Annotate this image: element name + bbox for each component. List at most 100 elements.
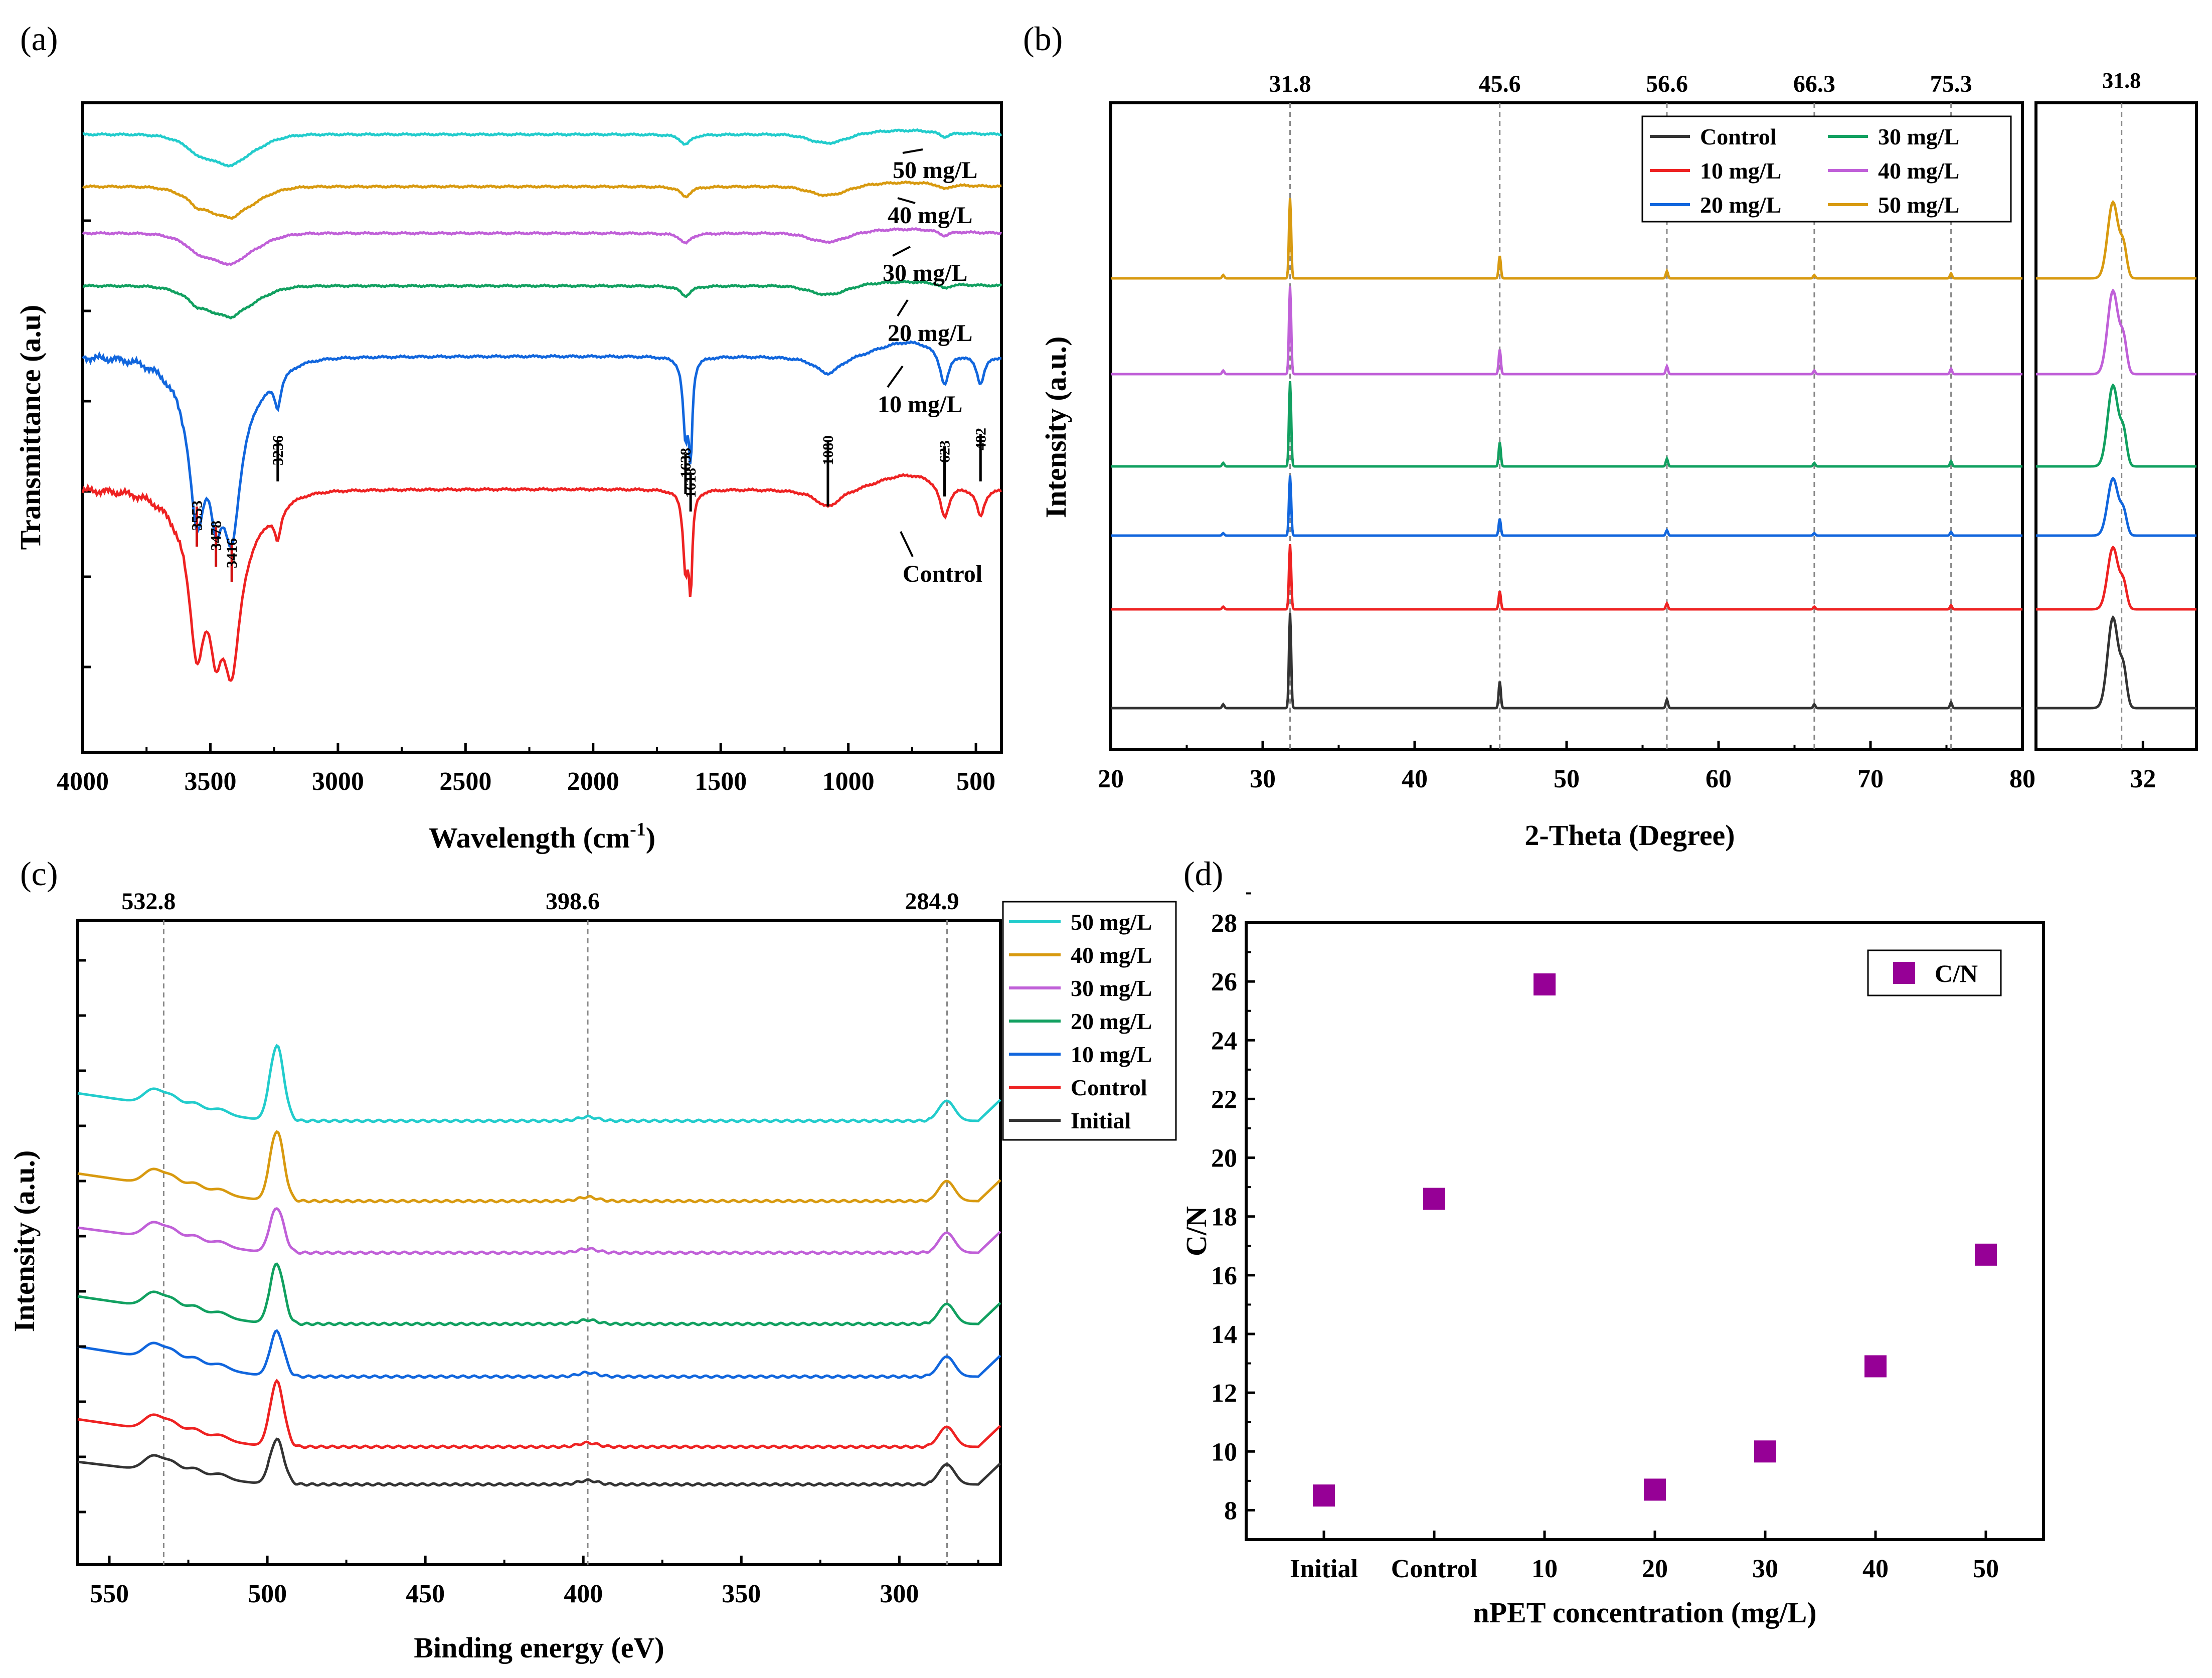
panel-a-peak-label: 3553 [189,500,205,531]
panel-c-x-ticks: 550 500 450 400 350 300 [78,959,979,1608]
panel-b-peak-label: 31.8 [1269,71,1311,97]
panel-a-series-arrow [900,531,914,557]
panel-c-peak-label: 532.8 [121,888,176,915]
panel-a-peak-label: 3478 [208,521,225,551]
panel-a-series-label: 50 mg/L [893,157,977,184]
panel-c-legend-label: 10 mg/L [1071,1042,1152,1067]
panel-c-peak-guides: 532.8 398.6 284.9 [121,888,959,1565]
panel-b-spectra [1111,198,2196,710]
panel-a-series-arrow [897,299,909,317]
panel-a-x-tick-label: 1500 [695,767,747,796]
panel-a-frame [81,101,1003,754]
panel-b-spectrum [1111,475,2022,537]
panel-a-series-label: 40 mg/L [888,202,972,229]
panel-c-x-tick-label: 500 [248,1580,287,1608]
panel-b-inset-spectrum [2036,200,2196,280]
panel-d-y-tick-label: 24 [1211,1027,1237,1055]
panel-a-series-arrow [897,197,916,204]
panel-c-spectrum [77,1379,1001,1449]
panel-a-series-arrow [887,365,904,388]
panel-b-spectrum [1111,198,2022,280]
panel-c-frame [76,919,1002,1566]
panel-b-peak-label: 66.3 [1793,71,1835,97]
panel-d-x-tick-label: Control [1391,1555,1477,1583]
panel-a-peak-label: 1618 [683,468,699,498]
panel-b-legend-label: 10 mg/L [1700,158,1781,184]
panel-b-x-tick-label: 20 [1098,765,1124,793]
panel-d-y-tick-label: 16 [1211,1262,1237,1290]
panel-a-spectra [81,128,1002,682]
panel-b-inset-peak-label: 31.8 [2102,68,2141,93]
panel-a-series-label: 20 mg/L [888,320,972,347]
panel-a-spectrum-50mgL [82,128,1002,168]
panel-b-legend-label: 40 mg/L [1878,158,1959,184]
panel-d-y-tick-label: 10 [1211,1438,1237,1466]
panel-d-x-tick-label: Initial [1290,1555,1358,1583]
panel-a-series-arrow [902,148,923,154]
panel-b-inset-x-tick-label: 32 [2130,765,2156,793]
panel-a-x-tick-label: 4000 [57,767,109,796]
panel-b: 31.8 45.6 56.6 66.3 75.3 31.8 20 30 40 50 60 70 80 3… [1040,68,2198,852]
panel-c-x-label: Binding energy (eV) [414,1631,664,1664]
panel-c-legend-label: 40 mg/L [1071,942,1152,968]
panel-a-annotations: Control 10 mg/L 20 mg/L 30 mg/L 40 mg/L 50 mg… [189,148,989,587]
panel-d-x-ticks: Initial Control 10 20 30 40 50 [1290,1531,1999,1583]
panel-b-y-label: Intensity (a.u.) [1040,337,1072,519]
panel-a-peak-label: 482 [972,428,989,450]
panel-a-x-label: Wavelength (cm-1) [429,819,655,854]
panel-c-spectrum [77,1130,1001,1204]
panel-b-x-label: 2-Theta (Degree) [1524,819,1735,852]
panel-d-point [1975,1243,1997,1266]
panel-d-y-tick-label: 26 [1211,968,1237,996]
panel-b-legend-box [1641,115,2012,223]
panel-a-x-tick-label: 1000 [822,767,875,796]
panel-c-spectrum [77,1262,1001,1326]
panel-a-spectrum-30mgL [82,227,1002,266]
panel-d-y-tick-label: 8 [1224,1496,1237,1525]
panel-a-spectrum-10mgL [82,340,1002,549]
panel-c-spectra [77,1044,1001,1487]
panel-c-x-tick-label: 400 [564,1580,603,1608]
panel-b-inset-spectrum [2036,383,2196,468]
panel-d-x-tick-label: 40 [1862,1555,1889,1583]
panel-d-point [1534,973,1556,995]
panel-c-legend-label: Initial [1071,1108,1131,1133]
panel-d-x-tick-label: 20 [1642,1555,1668,1583]
panel-c-peak-label: 398.6 [546,888,600,915]
panel-d-x-tick-label: 50 [1973,1555,1999,1583]
panel-b-inset-spectrum [2036,288,2196,376]
panel-b-x-tick-label: 50 [1554,765,1580,793]
panel-d-x-label: nPET concentration (mg/L) [1473,1596,1816,1629]
panel-a-peak-label: 1080 [820,435,836,465]
panel-d-y-tick-label: 12 [1211,1379,1237,1408]
panel-b-x-tick-label: 80 [2009,765,2035,793]
panel-a-x-tick-label: 500 [956,767,995,796]
panel-b-inset-spectrum [2036,545,2196,611]
panel-a-peak-label: 3236 [270,435,286,465]
panel-a-series-label: 10 mg/L [878,391,962,418]
panel-a-spectrum-Control [81,473,1002,682]
panel-c-legend: 50 mg/L 40 mg/L 30 mg/L 20 mg/L 10 mg/L Contr… [1002,901,1177,1141]
panel-d-y-tick-label: 22 [1211,1085,1237,1114]
panel-b-legend-label: Control [1700,124,1777,149]
panel-b-peak-label: 45.6 [1479,71,1521,97]
panel-a-peak-label: 1638 [677,448,694,478]
panel-d-legend-box [1867,949,2002,996]
panel-a-x-tick-label: 2500 [439,767,491,796]
panel-d-y-tick-label: 14 [1211,1320,1237,1349]
panel-b-legend-label: 50 mg/L [1878,192,1959,218]
panel-b-spectrum [1111,544,2022,611]
panel-d-point [1864,1355,1887,1378]
panel-d-point [1423,1188,1445,1210]
panel-b-peak-guides: 31.8 45.6 56.6 66.3 75.3 31.8 [1269,68,2141,750]
panel-c-spectrum [77,1437,1001,1487]
panel-a-y-label: Transmittance (a.u) [14,305,47,550]
panel-d-point [1313,1484,1335,1507]
panel-a-series-arrow [892,246,911,257]
panel-a-x-tick-label: 3000 [312,767,364,796]
panel-c-legend-label: 20 mg/L [1071,1009,1152,1034]
panel-b-x-tick-label: 70 [1857,765,1884,793]
panel-b-peak-label: 56.6 [1646,71,1688,97]
panel-d-legend-swatch [1893,962,1915,984]
